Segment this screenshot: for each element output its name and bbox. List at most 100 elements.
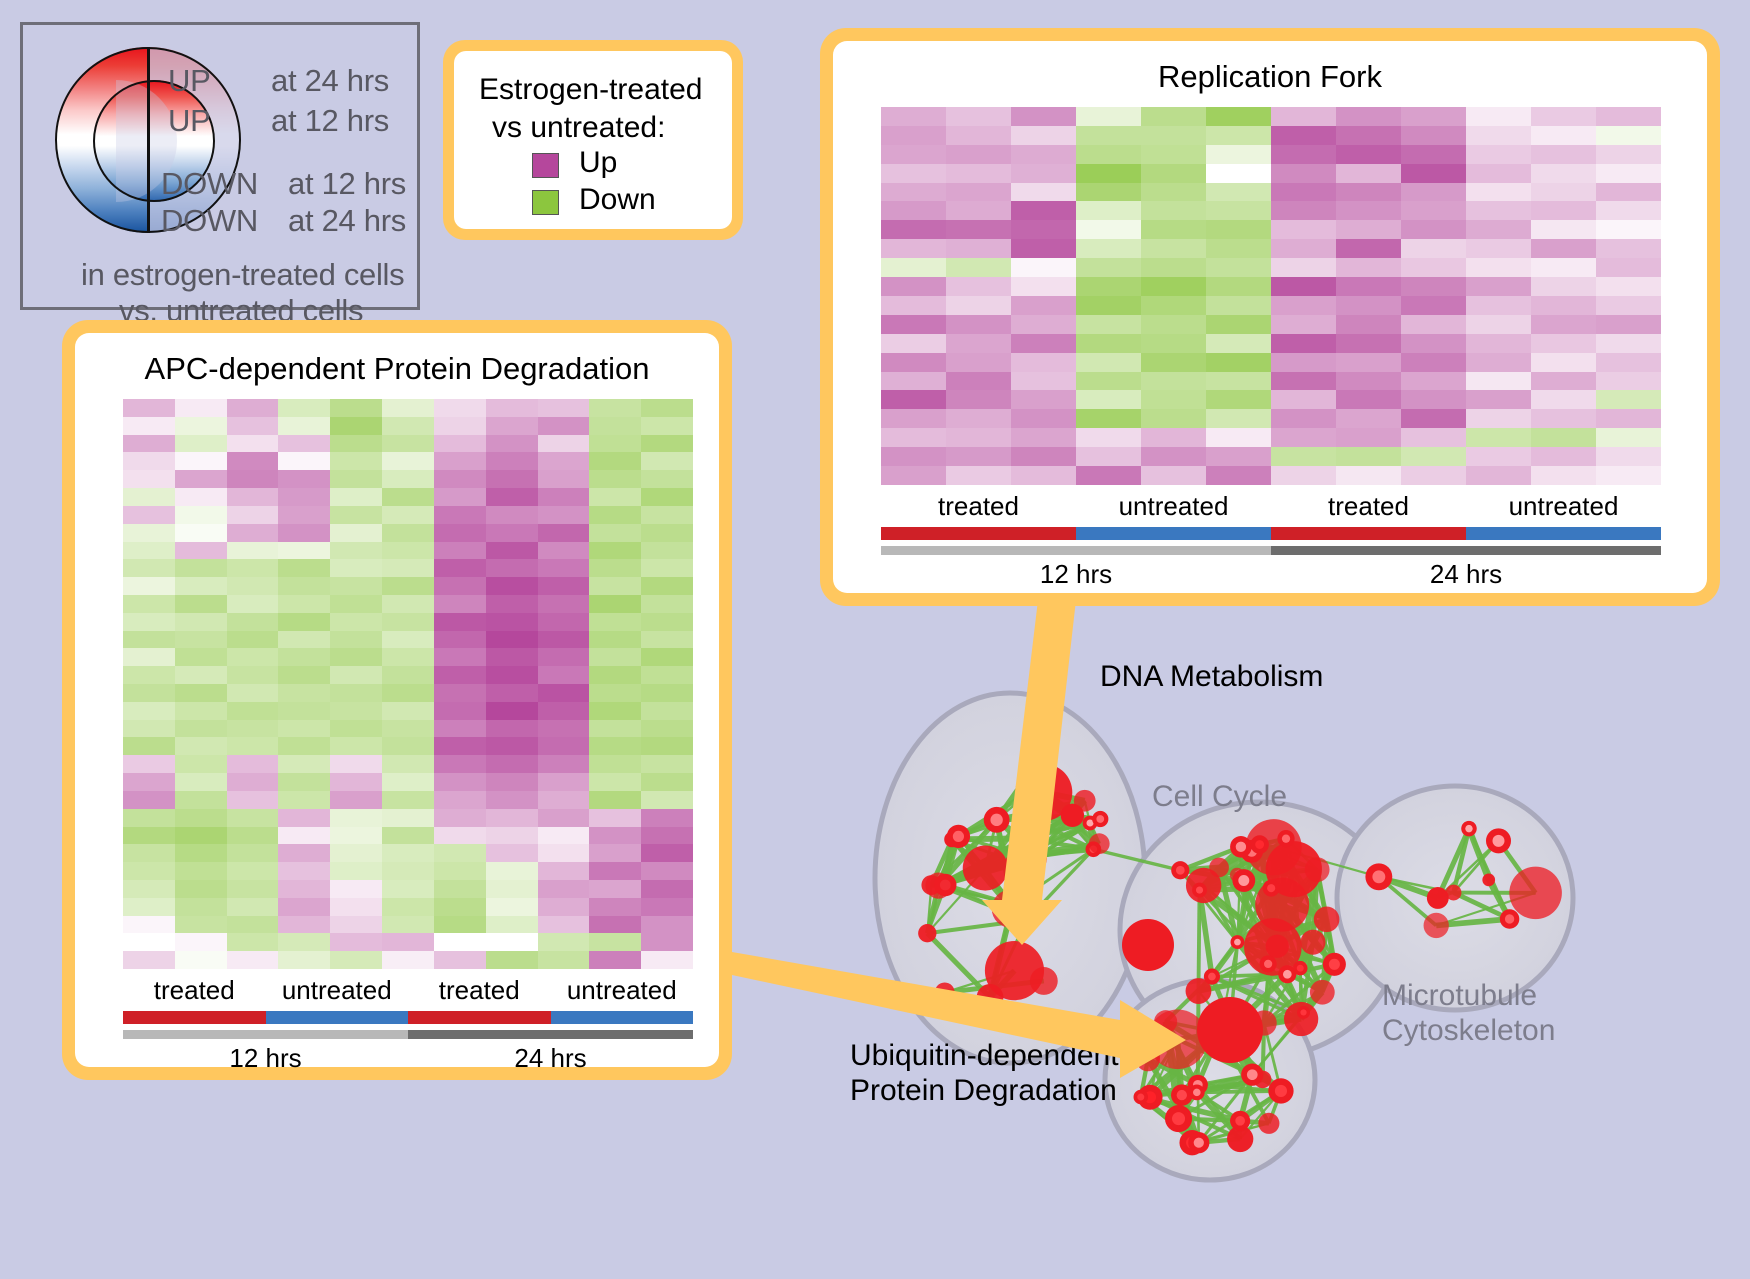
network-node[interactable]	[1250, 835, 1269, 854]
network-node[interactable]	[1304, 857, 1330, 883]
network-node[interactable]	[1485, 828, 1512, 854]
network-node[interactable]	[934, 982, 955, 1003]
network-node[interactable]	[1171, 861, 1190, 880]
network-node[interactable]	[976, 984, 1004, 1011]
heatmap-cell	[433, 808, 486, 827]
heatmap-cell	[1336, 409, 1401, 429]
heatmap-cell	[174, 773, 227, 791]
network-node[interactable]	[1185, 978, 1212, 1004]
network-node[interactable]	[1154, 1010, 1178, 1034]
network-node[interactable]	[1426, 887, 1449, 909]
heatmap-cell	[1141, 201, 1206, 221]
heatmap-cell	[174, 452, 227, 471]
network-node[interactable]	[1277, 830, 1295, 848]
heatmap-cell	[174, 844, 227, 863]
heatmap-cell	[1076, 201, 1141, 221]
network-node[interactable]	[1016, 910, 1037, 931]
heatmap-cell	[537, 488, 590, 506]
network-node[interactable]	[1203, 968, 1221, 985]
network-node[interactable]	[946, 824, 971, 849]
network-node[interactable]	[1192, 882, 1207, 898]
network-node[interactable]	[1135, 1047, 1161, 1072]
network-node[interactable]	[1278, 965, 1297, 984]
network-node[interactable]	[1241, 1063, 1264, 1086]
network-node[interactable]	[1092, 810, 1109, 828]
heatmap-cell	[1596, 352, 1661, 372]
network-node[interactable]	[1265, 934, 1289, 958]
network-node[interactable]	[1188, 1132, 1210, 1154]
heatmap-cell	[1531, 466, 1596, 485]
network-node[interactable]	[1309, 979, 1335, 1005]
heatmap-cell	[589, 773, 642, 791]
heatmap-cell	[226, 933, 279, 952]
network-node[interactable]	[1171, 1084, 1193, 1106]
heatmap-cell	[330, 612, 383, 631]
network-node[interactable]	[1313, 906, 1340, 933]
heatmap-cell	[330, 862, 383, 880]
heatmap-cell	[537, 416, 590, 435]
heatmap-cell	[174, 826, 227, 845]
network-node[interactable]	[1122, 919, 1174, 971]
network-node[interactable]	[1209, 857, 1229, 878]
network-node[interactable]	[1015, 825, 1040, 851]
network-node[interactable]	[1262, 879, 1280, 897]
network-node[interactable]	[1322, 952, 1346, 976]
heatmap-cell	[1466, 107, 1531, 126]
heatmap-cell	[278, 594, 331, 613]
network-node[interactable]	[1002, 894, 1023, 915]
network-node[interactable]	[1259, 955, 1277, 973]
network-node[interactable]	[1088, 833, 1110, 855]
heatmap-cell	[1141, 390, 1206, 410]
network-node[interactable]	[1133, 1089, 1149, 1105]
heatmap-cell	[1596, 163, 1661, 183]
network-node[interactable]	[1283, 1001, 1319, 1037]
network-node[interactable]	[1499, 909, 1520, 929]
network-edge	[1236, 846, 1243, 943]
network-node[interactable]	[1230, 935, 1245, 950]
heatmap-cell	[278, 452, 331, 471]
heatmap-cell	[641, 434, 693, 453]
heatmap-cell	[1271, 409, 1336, 429]
network-node[interactable]	[1026, 782, 1040, 797]
network-node[interactable]	[1230, 1110, 1251, 1131]
network-node[interactable]	[1258, 1112, 1280, 1134]
network-node[interactable]	[1297, 1005, 1310, 1019]
network-node[interactable]	[1445, 884, 1462, 901]
network-node[interactable]	[1482, 873, 1496, 887]
network-node[interactable]	[925, 872, 952, 899]
heatmap-cell	[226, 826, 279, 845]
network-node[interactable]	[962, 845, 1008, 891]
heatmap-cell	[1336, 107, 1401, 126]
network-node[interactable]	[1029, 967, 1058, 995]
network-node[interactable]	[1461, 820, 1477, 837]
network-node[interactable]	[1265, 841, 1322, 898]
heatmap-cell	[1401, 182, 1466, 202]
network-node[interactable]	[1008, 847, 1026, 865]
network-node[interactable]	[1365, 863, 1393, 891]
network-node[interactable]	[1164, 1105, 1193, 1133]
network-node[interactable]	[918, 924, 937, 943]
network-node[interactable]	[1423, 912, 1449, 939]
network-node[interactable]	[1268, 1078, 1294, 1104]
condition-color-bars-replication-fork	[881, 527, 1661, 540]
network-node[interactable]	[1188, 1084, 1205, 1101]
network-node[interactable]	[1227, 1125, 1254, 1153]
heatmap-cell	[881, 390, 946, 410]
heatmap-cell	[174, 523, 227, 542]
network-node[interactable]	[1293, 960, 1308, 976]
network-node[interactable]	[983, 806, 1010, 833]
network-node[interactable]	[1300, 929, 1326, 955]
heatmap-cell	[382, 648, 434, 667]
network-node[interactable]	[1036, 743, 1053, 760]
heatmap-cell	[537, 879, 590, 898]
heatmap-cell	[485, 862, 538, 880]
heatmap-cell	[1596, 409, 1661, 429]
heatmap-cell	[278, 844, 331, 863]
network-node[interactable]	[1014, 805, 1034, 826]
network-node[interactable]	[1073, 789, 1096, 812]
network-node[interactable]	[1230, 836, 1252, 858]
network-node[interactable]	[1232, 869, 1256, 892]
network-node[interactable]	[1509, 866, 1562, 920]
network-node[interactable]	[1197, 997, 1263, 1063]
legend-up-24-label: UP	[168, 63, 211, 98]
